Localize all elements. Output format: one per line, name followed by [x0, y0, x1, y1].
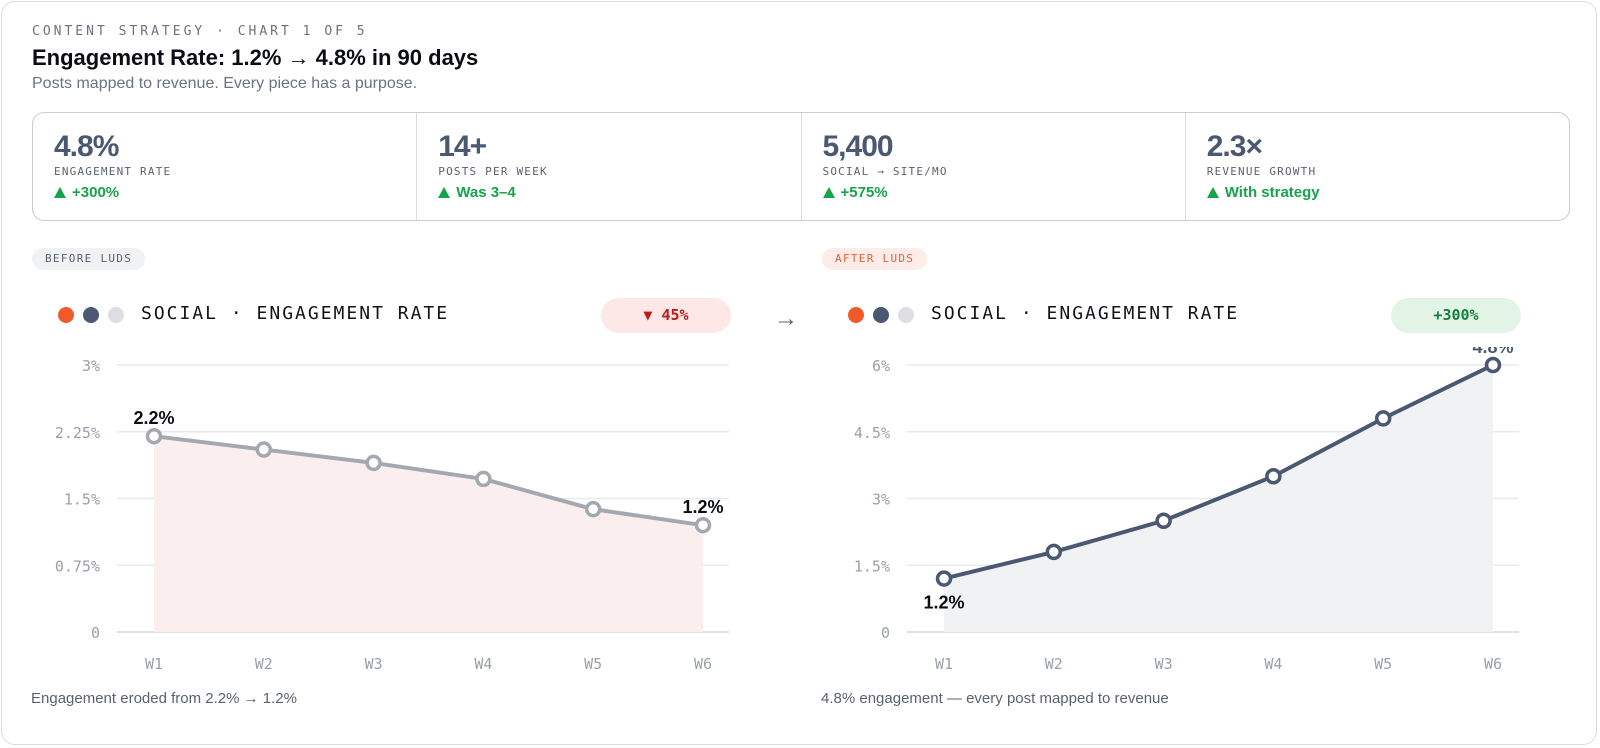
before-x-tick-label: W5 [584, 655, 602, 673]
before-y-tick-label: 0 [91, 624, 100, 642]
stat-value: 5,400 [822, 130, 894, 163]
slate-dot-icon [873, 307, 889, 323]
stat-label: SOCIAL → SITE/MO [822, 165, 948, 178]
before-chart-header: SOCIAL · ENGAGEMENT RATE ▼ 45% [32, 298, 732, 333]
before-x-tick-label: W4 [474, 655, 492, 673]
orange-dot-icon [848, 307, 864, 323]
before-x-tick-label: W1 [145, 655, 163, 673]
after-point [935, 570, 953, 587]
stats-strip: 4.8% ENGAGEMENT RATE +300% 14+ POSTS PER… [32, 112, 1570, 221]
after-series-line [942, 363, 1495, 581]
stat-revenue: 2.3× REVENUE GROWTH With strategy [1186, 113, 1569, 220]
before-y-tick-label: 2.25% [55, 424, 100, 442]
before-x-tick-label: W6 [694, 655, 712, 673]
orange-dot-icon [58, 307, 74, 323]
stat-delta-text: +300% [72, 184, 120, 201]
before-pill: BEFORE LUDS [32, 248, 146, 270]
stat-value: 2.3× [1206, 130, 1263, 163]
stat-delta-text: With strategy [1224, 184, 1320, 201]
gray-dot-icon [898, 307, 914, 323]
up-triangle-icon [1206, 187, 1219, 198]
stat-label: POSTS PER WEEK [438, 165, 548, 178]
before-caption: Engagement eroded from 2.2% → 1.2% [31, 690, 297, 707]
after-chart-label: SOCIAL · ENGAGEMENT RATE [931, 303, 1240, 324]
before-series-line [152, 434, 705, 528]
before-point [694, 516, 712, 534]
stat-value: 14+ [438, 130, 487, 163]
before-area [154, 436, 703, 632]
before-chart-label: SOCIAL · ENGAGEMENT RATE [141, 303, 450, 324]
stat-label: ENGAGEMENT RATE [54, 165, 172, 178]
stat-delta: +575% [822, 184, 888, 201]
after-y-tick-label: 3% [872, 491, 890, 509]
after-chart-header: SOCIAL · ENGAGEMENT RATE +300% [822, 298, 1522, 333]
after-x-tick-label: W5 [1374, 655, 1392, 673]
after-line-chart: 0 1.5% 3% 4.5% 6% W1 W2 W3 W4 W5 W6 1.2% 4.8% [854, 347, 1519, 673]
after-pill: AFTER LUDS [822, 248, 928, 270]
up-triangle-icon [438, 187, 451, 198]
before-x-tick-label: W3 [365, 655, 383, 673]
after-y-tick-label: 1.5% [854, 557, 890, 575]
after-change-badge: +300% [1391, 298, 1521, 333]
stat-engagement: 4.8% ENGAGEMENT RATE +300% [33, 113, 418, 220]
before-y-tick-label: 1.5% [64, 491, 100, 509]
after-x-tick-label: W1 [935, 655, 953, 673]
before-point [475, 470, 492, 488]
arrow-right-icon: → [774, 305, 798, 332]
up-triangle-icon [54, 187, 66, 198]
after-caption: 4.8% engagement — every post mapped to r… [821, 690, 1169, 707]
eyebrow: CONTENT STRATEGY · CHART 1 OF 5 [32, 24, 368, 39]
stat-delta: Was 3–4 [438, 184, 516, 201]
after-point [1045, 543, 1063, 561]
slate-dot-icon [83, 307, 99, 323]
after-point [1374, 410, 1392, 427]
after-x-tick-label: W4 [1264, 655, 1282, 673]
up-triangle-icon [822, 187, 835, 198]
after-point [1155, 512, 1172, 529]
before-x-tick-label: W2 [255, 655, 273, 673]
stat-label: REVENUE GROWTH [1206, 165, 1317, 178]
before-point [365, 454, 382, 472]
gray-dot-icon [108, 307, 124, 323]
stat-delta-text: +575% [840, 184, 888, 201]
page-title: Engagement Rate: 1.2% → 4.8% in 90 days [32, 45, 479, 70]
stat-delta: +300% [54, 184, 119, 201]
stat-posts: 14+ POSTS PER WEEK Was 3–4 [417, 113, 802, 220]
before-y-tick-label: 0.75% [55, 557, 100, 575]
after-y-tick-label: 0 [881, 624, 890, 642]
after-x-tick-label: W3 [1155, 655, 1173, 673]
before-point [255, 441, 273, 458]
stat-delta: With strategy [1206, 184, 1320, 201]
stat-value: 4.8% [54, 130, 119, 163]
after-y-tick-label: 6% [872, 357, 890, 375]
before-change-badge: ▼ 45% [601, 298, 731, 333]
before-point [145, 427, 163, 445]
before-data-label: 2.2% [133, 408, 174, 428]
stat-delta-text: Was 3–4 [456, 184, 516, 201]
before-data-label: 1.2% [682, 497, 723, 517]
after-data-label: 1.2% [923, 593, 964, 613]
after-x-tick-label: W6 [1484, 655, 1502, 673]
after-point [1484, 356, 1502, 374]
page-subtitle: Posts mapped to revenue. Every piece has… [32, 75, 418, 92]
after-y-tick-label: 4.5% [854, 424, 890, 442]
after-data-label: 4.8% [1472, 347, 1513, 357]
before-line-chart: 0 0.75% 1.5% 2.25% 3% W1 W2 W3 W4 W5 W6 2.2% 1.2% [55, 357, 729, 673]
before-y-tick-label: 3% [82, 357, 100, 375]
stat-social-site: 5,400 SOCIAL → SITE/MO +575% [802, 113, 1186, 220]
after-x-tick-label: W2 [1045, 655, 1063, 673]
before-point [584, 500, 602, 518]
after-point [1265, 468, 1282, 485]
